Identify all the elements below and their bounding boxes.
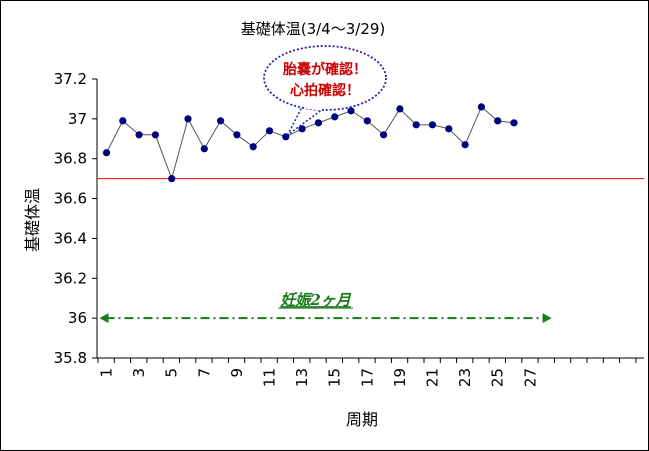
x-tick-label: 3 <box>130 368 148 378</box>
data-point <box>331 113 339 121</box>
x-tick-label: 1 <box>98 368 116 378</box>
data-point <box>168 175 176 183</box>
y-axis-title: 基礎体温 <box>23 188 42 252</box>
x-tick-label: 25 <box>489 368 507 387</box>
data-point <box>151 131 159 139</box>
data-point <box>494 117 502 125</box>
pregnancy-span-label: 妊娠2ヶ月 <box>280 291 351 309</box>
callout-text-line: 心拍確認！ <box>290 82 360 99</box>
y-tick-label: 36.4 <box>54 229 87 247</box>
x-tick-label: 17 <box>358 368 376 387</box>
data-point <box>510 119 518 127</box>
x-tick-label: 19 <box>391 368 409 387</box>
data-point <box>477 103 485 111</box>
callout-bubble <box>263 45 387 111</box>
data-point <box>200 145 208 153</box>
data-point <box>428 121 437 129</box>
callout-join <box>304 105 323 111</box>
data-point <box>233 131 241 139</box>
data-point <box>445 125 453 133</box>
x-tick-label: 15 <box>326 368 344 387</box>
x-tick-label: 23 <box>456 368 474 387</box>
data-point <box>380 131 388 139</box>
data-point <box>135 131 143 139</box>
data-point <box>282 133 290 141</box>
data-point <box>298 125 306 133</box>
y-tick-label: 35.8 <box>54 349 87 367</box>
x-tick-label: 21 <box>424 368 442 387</box>
x-tick-label: 7 <box>195 368 213 378</box>
x-tick-label: 5 <box>163 368 181 378</box>
x-tick-label: 11 <box>261 368 279 387</box>
data-point <box>102 149 111 157</box>
data-point <box>184 115 192 123</box>
data-point <box>314 119 322 127</box>
y-tick-label: 36 <box>68 309 87 327</box>
data-point <box>396 105 404 113</box>
x-axis-title: 周期 <box>346 410 378 429</box>
data-point <box>265 127 274 135</box>
data-point <box>217 117 225 125</box>
data-point <box>347 107 355 115</box>
data-point <box>119 117 127 125</box>
data-point <box>363 117 371 125</box>
callout-pointer <box>287 104 325 136</box>
y-tick-label: 36.6 <box>54 190 87 208</box>
y-tick-label: 36.2 <box>54 269 87 287</box>
x-tick-label: 9 <box>228 368 246 378</box>
y-tick-label: 36.8 <box>54 150 87 168</box>
y-tick-label: 37.2 <box>54 70 87 88</box>
x-tick-label: 27 <box>521 368 539 387</box>
pregnancy-span-arrow-right <box>542 313 552 324</box>
x-tick-label: 13 <box>293 368 311 387</box>
y-tick-label: 37 <box>68 110 87 128</box>
pregnancy-span-arrow-left <box>99 313 109 324</box>
data-point <box>461 141 469 149</box>
chart-title: 基礎体温(3/4〜3/29) <box>241 20 386 38</box>
data-point <box>412 121 420 129</box>
data-point <box>249 143 257 151</box>
callout-text-line: 胎嚢が確認！ <box>283 61 367 78</box>
